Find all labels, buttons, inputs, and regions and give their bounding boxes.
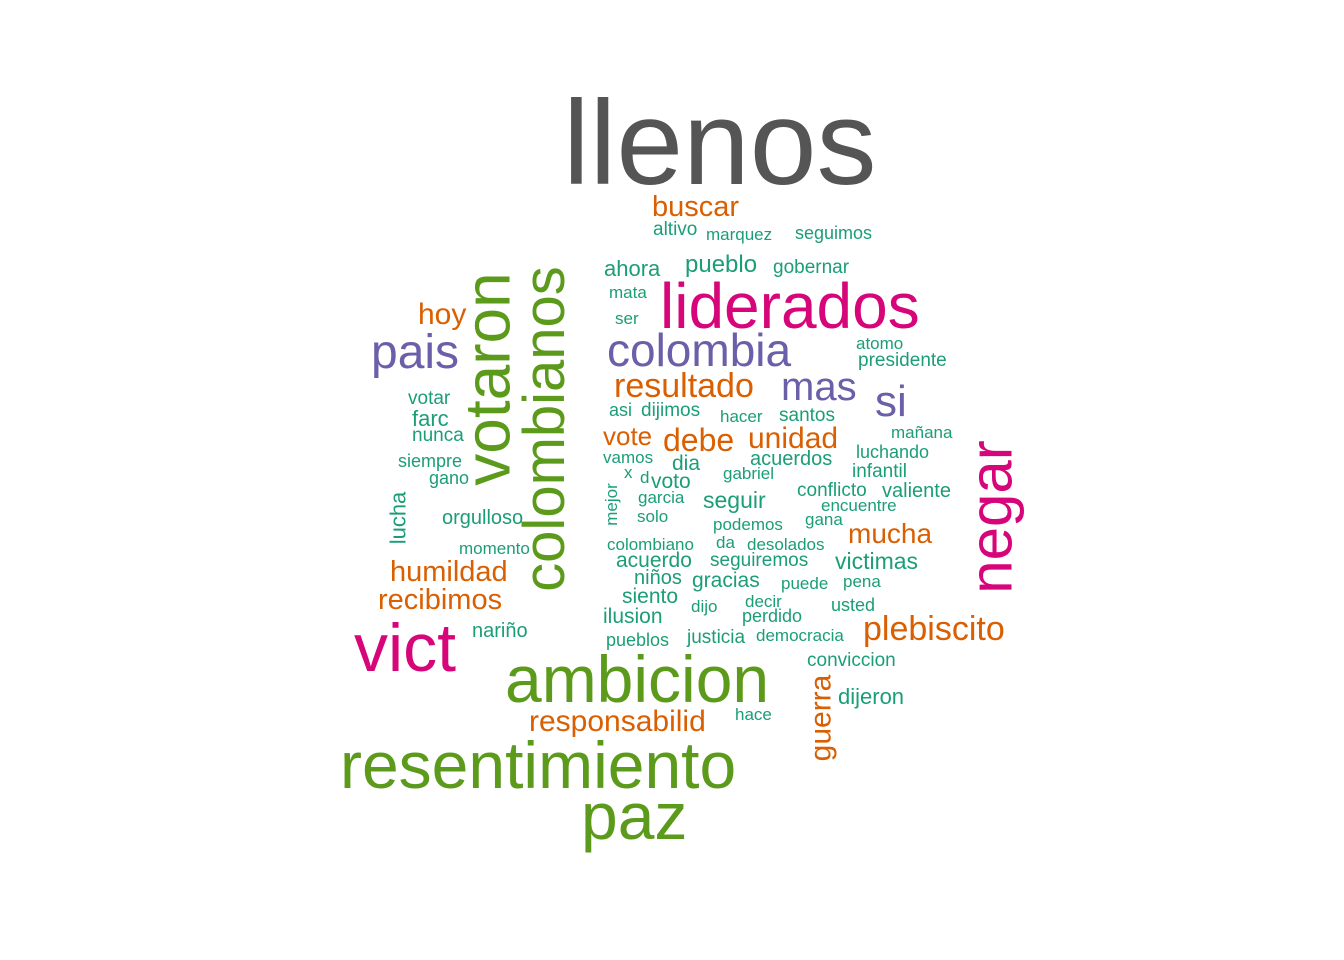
word: paz [581, 779, 688, 853]
word: acuerdos [750, 448, 833, 470]
word: ambicion [505, 642, 770, 716]
word: mucha [848, 518, 933, 549]
word: resentimiento [340, 728, 737, 802]
word: ahora [604, 256, 661, 281]
word: pueblos [606, 630, 670, 650]
word: llenos [563, 76, 877, 210]
word: mas [781, 365, 857, 409]
word: nunca [412, 425, 464, 446]
word: democracia [756, 626, 844, 645]
word: recibimos [378, 584, 503, 616]
word: liderados [660, 270, 920, 342]
word: siento [622, 585, 679, 608]
word: hacer [720, 407, 763, 426]
word: hoy [418, 298, 467, 331]
word-vertical: votaron [451, 272, 524, 486]
word: gabriel [723, 464, 775, 483]
word: farc [412, 406, 449, 431]
word: podemos [713, 515, 783, 534]
word: altivo [653, 219, 698, 240]
word: pena [843, 572, 881, 591]
word: dijo [691, 597, 718, 616]
word: santos [779, 405, 835, 426]
word: gana [805, 510, 843, 529]
word: votar [408, 388, 451, 409]
word: d [640, 468, 650, 487]
word: seguiremos [710, 550, 809, 571]
word: voto [651, 470, 691, 493]
word: pueblo [685, 251, 758, 278]
word: si [875, 377, 907, 426]
word: ser [615, 309, 639, 328]
word: da [716, 533, 735, 552]
word: vamos [603, 448, 654, 467]
word: mata [609, 283, 647, 302]
word: hace [735, 705, 772, 724]
word: usted [831, 595, 876, 615]
word: gobernar [773, 257, 850, 278]
word: dijimos [641, 400, 701, 421]
word-vertical: lucha [385, 491, 411, 545]
word: infantil [852, 461, 907, 482]
word: siempre [398, 451, 463, 471]
word: conflicto [797, 480, 867, 501]
word: mañana [891, 423, 953, 442]
word-vertical: guerra [804, 674, 838, 762]
word: gracias [692, 569, 760, 592]
word: colombia [607, 324, 792, 376]
word: acuerdo [616, 549, 692, 572]
word: desolados [747, 535, 825, 554]
word: encuentre [821, 496, 897, 515]
word: victimas [835, 548, 919, 574]
word-vertical: mejor [601, 483, 621, 526]
word: atomo [856, 334, 904, 353]
word: nariño [472, 620, 528, 642]
word: momento [459, 539, 530, 558]
word: vote [603, 421, 653, 451]
word: garcia [638, 488, 685, 507]
word: resultado [614, 367, 754, 405]
word: unidad [748, 422, 839, 455]
word: pais [371, 326, 460, 379]
word: valiente [882, 480, 951, 502]
word: orgulloso [442, 507, 524, 529]
word: marquez [706, 225, 773, 244]
word: colombiano [607, 535, 694, 554]
word: solo [637, 507, 669, 526]
word: vict [354, 610, 456, 686]
word: seguir [703, 487, 766, 513]
word: niños [634, 567, 682, 589]
word: perdido [742, 606, 803, 626]
word: gano [429, 468, 470, 488]
word: x [624, 463, 633, 482]
word: debe [663, 422, 735, 458]
word: conviccion [807, 650, 896, 671]
word: responsabilid [529, 705, 706, 738]
word: seguimos [795, 223, 873, 243]
word: dijeron [838, 684, 905, 709]
word: buscar [652, 191, 740, 223]
word: puede [781, 574, 829, 593]
word: asi [609, 400, 633, 420]
word: dia [672, 452, 701, 475]
word: presidente [858, 350, 947, 371]
word-vertical: negar [957, 440, 1025, 594]
word: luchando [856, 442, 930, 462]
word: plebiscito [863, 610, 1005, 648]
word: justicia [687, 627, 746, 648]
word-vertical: colombianos [511, 266, 577, 592]
word: ilusion [603, 605, 663, 628]
word: humildad [390, 556, 508, 588]
word: decir [745, 592, 782, 611]
